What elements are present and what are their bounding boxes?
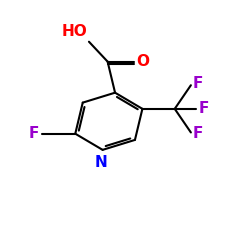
Text: O: O	[137, 54, 150, 69]
Text: F: F	[199, 101, 209, 116]
Text: N: N	[95, 155, 108, 170]
Text: F: F	[193, 126, 203, 141]
Text: F: F	[193, 76, 203, 92]
Text: F: F	[28, 126, 39, 141]
Text: HO: HO	[61, 24, 87, 39]
